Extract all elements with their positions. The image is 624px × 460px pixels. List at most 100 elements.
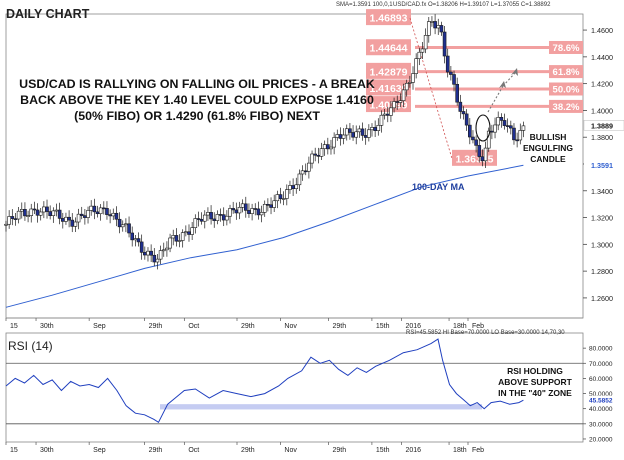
current-price-label: 1.3889 (591, 121, 613, 130)
rsi-x-tick-label: 30th (40, 447, 54, 454)
engulfing-annotation: BULLISH ENGULFING CANDLE (517, 132, 579, 165)
headline-annotation: USD/CAD IS RALLYING ON FALLING OIL PRICE… (12, 76, 382, 124)
candle-bear (465, 114, 468, 125)
candle-bull (301, 171, 304, 174)
price-x-tick-label: Feb (472, 323, 484, 330)
rsi-support-band (160, 404, 482, 409)
rsi-y-tick-label: 60.0000 (589, 376, 613, 383)
candle-bull (399, 101, 402, 103)
ma-label: 100-DAY MA (412, 182, 465, 192)
price-y-tick-label: 1.4200 (591, 80, 613, 89)
candle-bear (23, 209, 26, 216)
candle-bull (206, 212, 209, 215)
candle-bear (128, 224, 131, 233)
ma-value-tag: 1.3591 (591, 161, 613, 170)
candle-bear (244, 204, 247, 211)
candle-bear (232, 208, 235, 209)
candle-bull (333, 137, 336, 147)
rsi-title: RSI (14) (8, 339, 53, 353)
candle-bear (475, 140, 478, 146)
candle-bear (339, 135, 342, 139)
candle-bull (241, 204, 244, 207)
price-x-tick-label: 2016 (405, 323, 421, 330)
candle-bear (247, 210, 250, 213)
candle-bull (74, 222, 77, 226)
candle-bull (178, 241, 181, 242)
candle-bear (449, 72, 452, 74)
candle-bear (254, 209, 257, 210)
candle-bear (506, 126, 509, 127)
candle-bear (137, 239, 140, 242)
rsi-x-tick-label: 18th (453, 447, 467, 454)
candle-bear (131, 233, 134, 240)
candle-bull (90, 206, 93, 210)
candle-bull (162, 250, 165, 251)
candle-bear (292, 185, 295, 188)
candle-bear (361, 129, 364, 136)
candle-bull (430, 21, 433, 22)
price-x-tick-label: 29th (149, 323, 163, 330)
candle-bull (216, 214, 219, 220)
candle-bear (257, 209, 260, 215)
candle-bull (165, 248, 168, 250)
candle-bull (55, 210, 58, 211)
candle-bull (191, 228, 194, 235)
candle-bear (348, 129, 351, 133)
rsi-y-tick-label: 80.0000 (589, 346, 613, 353)
candle-bear (279, 195, 282, 199)
rsi-y-tick-label: 40.0000 (589, 406, 613, 413)
candle-bull (389, 108, 392, 116)
candle-bear (266, 204, 269, 205)
candle-bull (77, 214, 80, 222)
rsi-x-tick-label: 15 (10, 447, 18, 454)
price-y-tick-label: 1.2800 (591, 267, 613, 276)
candle-bear (459, 102, 462, 111)
candle-bull (203, 215, 206, 221)
candle-bear (46, 207, 49, 212)
candle-bear (478, 145, 481, 156)
candle-bear (61, 218, 64, 221)
candle-bull (238, 207, 241, 213)
candle-bear (36, 210, 39, 215)
candle-bear (150, 251, 153, 255)
candle-bear (453, 74, 456, 84)
candle-bull (30, 209, 33, 216)
candle-bear (105, 208, 108, 214)
candle-bull (336, 135, 339, 138)
candle-bull (367, 130, 370, 138)
candle-bull (329, 147, 332, 149)
fib-pct-label: 78.6% (553, 43, 580, 54)
rsi-x-tick-label: 29th (241, 447, 255, 454)
candle-bear (11, 216, 14, 218)
candle-bear (213, 219, 216, 221)
candle-bull (320, 149, 323, 157)
price-y-tick-label: 1.4400 (591, 53, 613, 62)
candle-bull (311, 154, 314, 163)
rsi-annotation: RSI HOLDING ABOVE SUPPORT IN THE "40" ZO… (493, 366, 577, 399)
candle-bear (490, 131, 493, 132)
candle-bear (440, 25, 443, 32)
candle-bull (497, 117, 500, 125)
candle-bull (181, 233, 184, 241)
candle-bear (187, 232, 190, 235)
price-level-label: 1.44644 (370, 43, 408, 55)
candle-bull (383, 114, 386, 115)
rsi-x-tick-label: Oct (188, 447, 199, 454)
rsi-x-tick-label: 29th (332, 447, 346, 454)
candle-bear (317, 155, 320, 156)
candle-bull (276, 195, 279, 201)
candle-bear (222, 215, 225, 220)
candle-bear (512, 128, 515, 140)
candle-bear (235, 210, 238, 213)
candle-bear (500, 117, 503, 120)
candle-bear (396, 102, 399, 103)
candle-bear (434, 21, 437, 28)
candle-bear (71, 220, 74, 226)
candle-bull (159, 251, 162, 260)
candle-bull (484, 148, 487, 161)
candle-bull (99, 208, 102, 214)
candle-bull (377, 125, 380, 130)
price-y-tick-label: 1.3400 (591, 187, 613, 196)
candle-bear (468, 125, 471, 137)
rsi-value-tag: 45.5852 (589, 398, 613, 405)
